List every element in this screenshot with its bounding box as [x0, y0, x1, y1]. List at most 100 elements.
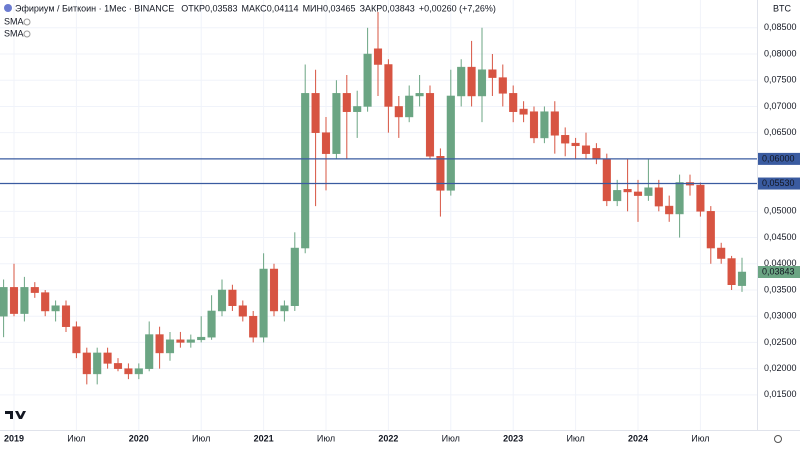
- y-tick-label: 0,08500: [764, 22, 797, 32]
- candle-body: [113, 363, 123, 369]
- candle-body: [51, 305, 60, 312]
- y-tick-label: 0,04500: [764, 232, 797, 242]
- y-tick-label: 0,07500: [764, 75, 797, 85]
- ohlc-value: 0,03843: [382, 3, 415, 13]
- settings-icon[interactable]: [774, 435, 782, 443]
- tv-logo: [5, 411, 26, 419]
- ohlc-label: МАКС: [242, 3, 268, 13]
- candle-body: [623, 189, 632, 193]
- candle-body: [665, 205, 674, 215]
- candle-body: [592, 148, 601, 160]
- candle-body: [228, 289, 237, 306]
- gear[interactable]: [774, 435, 782, 443]
- candle-body: [540, 111, 549, 139]
- candle-body: [633, 191, 643, 196]
- y-tick-label: 0,07000: [764, 101, 797, 111]
- candle-body: [145, 334, 154, 369]
- symbol: Эфириум / Биткоин · 1Мес · BINANCE: [15, 3, 174, 13]
- hline-tag: [758, 152, 800, 165]
- x-tick-label: Июл: [317, 433, 335, 443]
- indicator: SMA: [4, 28, 24, 38]
- hline-label: 0,06000: [762, 153, 795, 163]
- x-tick-label: Июл: [691, 433, 709, 443]
- candle-body: [301, 93, 310, 249]
- y-tick-label: 0,02500: [764, 337, 797, 347]
- candle-body: [571, 142, 580, 147]
- candle-body: [9, 287, 19, 314]
- candle-body: [30, 287, 39, 293]
- eye-icon[interactable]: [23, 18, 31, 26]
- x-tick-label: 2020: [129, 433, 149, 443]
- candle-body: [415, 93, 424, 97]
- candle-body: [675, 182, 684, 215]
- candle-body: [280, 305, 289, 312]
- candle-body: [311, 93, 320, 133]
- y-tick-label: 0,01500: [764, 389, 797, 399]
- candle-body: [436, 156, 445, 191]
- candle-body: [509, 93, 518, 112]
- candle-body: [134, 368, 143, 375]
- candle-body: [550, 111, 559, 136]
- candle-body: [498, 77, 507, 94]
- candle-body: [613, 190, 622, 202]
- candle-body: [529, 111, 539, 139]
- hline-tag: [758, 177, 800, 190]
- ohlc-label: ОТКР: [181, 3, 205, 13]
- x-tick-label: 2023: [503, 433, 523, 443]
- candle-body: [654, 187, 663, 207]
- candle-body: [602, 158, 611, 202]
- candle-body: [405, 95, 414, 118]
- ohlc-value: 0,03583: [205, 3, 238, 13]
- candle-body: [20, 287, 29, 314]
- candle-body: [446, 95, 455, 191]
- candle-body: [384, 64, 393, 107]
- candle-body: [186, 339, 195, 343]
- candle-body: [467, 66, 476, 97]
- candle-body: [0, 287, 8, 317]
- candles: [0, 12, 747, 385]
- candle-body: [321, 132, 331, 154]
- x-tick-label: 2019: [4, 433, 24, 443]
- x-tick-label: Июл: [566, 433, 584, 443]
- candle-body: [717, 247, 726, 259]
- candle-body: [197, 336, 206, 341]
- change: +0,00260 (+7,26%): [419, 3, 496, 13]
- currency: BTC: [773, 3, 792, 13]
- candle-body: [519, 108, 528, 115]
- candle-body: [269, 268, 279, 312]
- candle-body: [363, 53, 372, 107]
- candle-body: [561, 135, 570, 144]
- candle-body: [61, 305, 71, 327]
- candle-body: [207, 310, 216, 338]
- candle-body: [238, 305, 247, 317]
- candle-body: [72, 326, 81, 354]
- candle-body: [41, 292, 50, 312]
- candle-body: [488, 69, 497, 78]
- candle-body: [93, 352, 102, 375]
- candle-body: [727, 258, 736, 285]
- candle-body: [737, 271, 747, 286]
- x-tick-label: 2021: [254, 433, 274, 443]
- legend: Эфириум / Биткоин · 1Мес · BINANCE ОТКР 0…: [4, 3, 496, 38]
- candle-body: [82, 352, 91, 375]
- candle-body: [249, 315, 258, 338]
- eye-icon[interactable]: [23, 30, 31, 38]
- candle-body: [259, 268, 268, 338]
- symbol-icon: [4, 4, 12, 12]
- ohlc-value: 0,04114: [267, 3, 299, 13]
- hline-label: 0,05530: [762, 178, 795, 188]
- candle-body: [581, 145, 591, 154]
- candle-body: [124, 368, 133, 375]
- indicator: SMA: [4, 16, 24, 26]
- candle-body: [706, 211, 715, 249]
- overlay: 0,03843 0,06000 0,05530: [0, 152, 800, 279]
- x-tick-label: 2022: [378, 433, 398, 443]
- candle-body: [290, 247, 299, 306]
- y-tick-label: 0,03000: [764, 311, 797, 321]
- candle-body: [394, 106, 403, 118]
- candle-body: [353, 106, 362, 112]
- candle-body: [103, 352, 112, 364]
- ohlc-value: 0,03465: [323, 3, 356, 13]
